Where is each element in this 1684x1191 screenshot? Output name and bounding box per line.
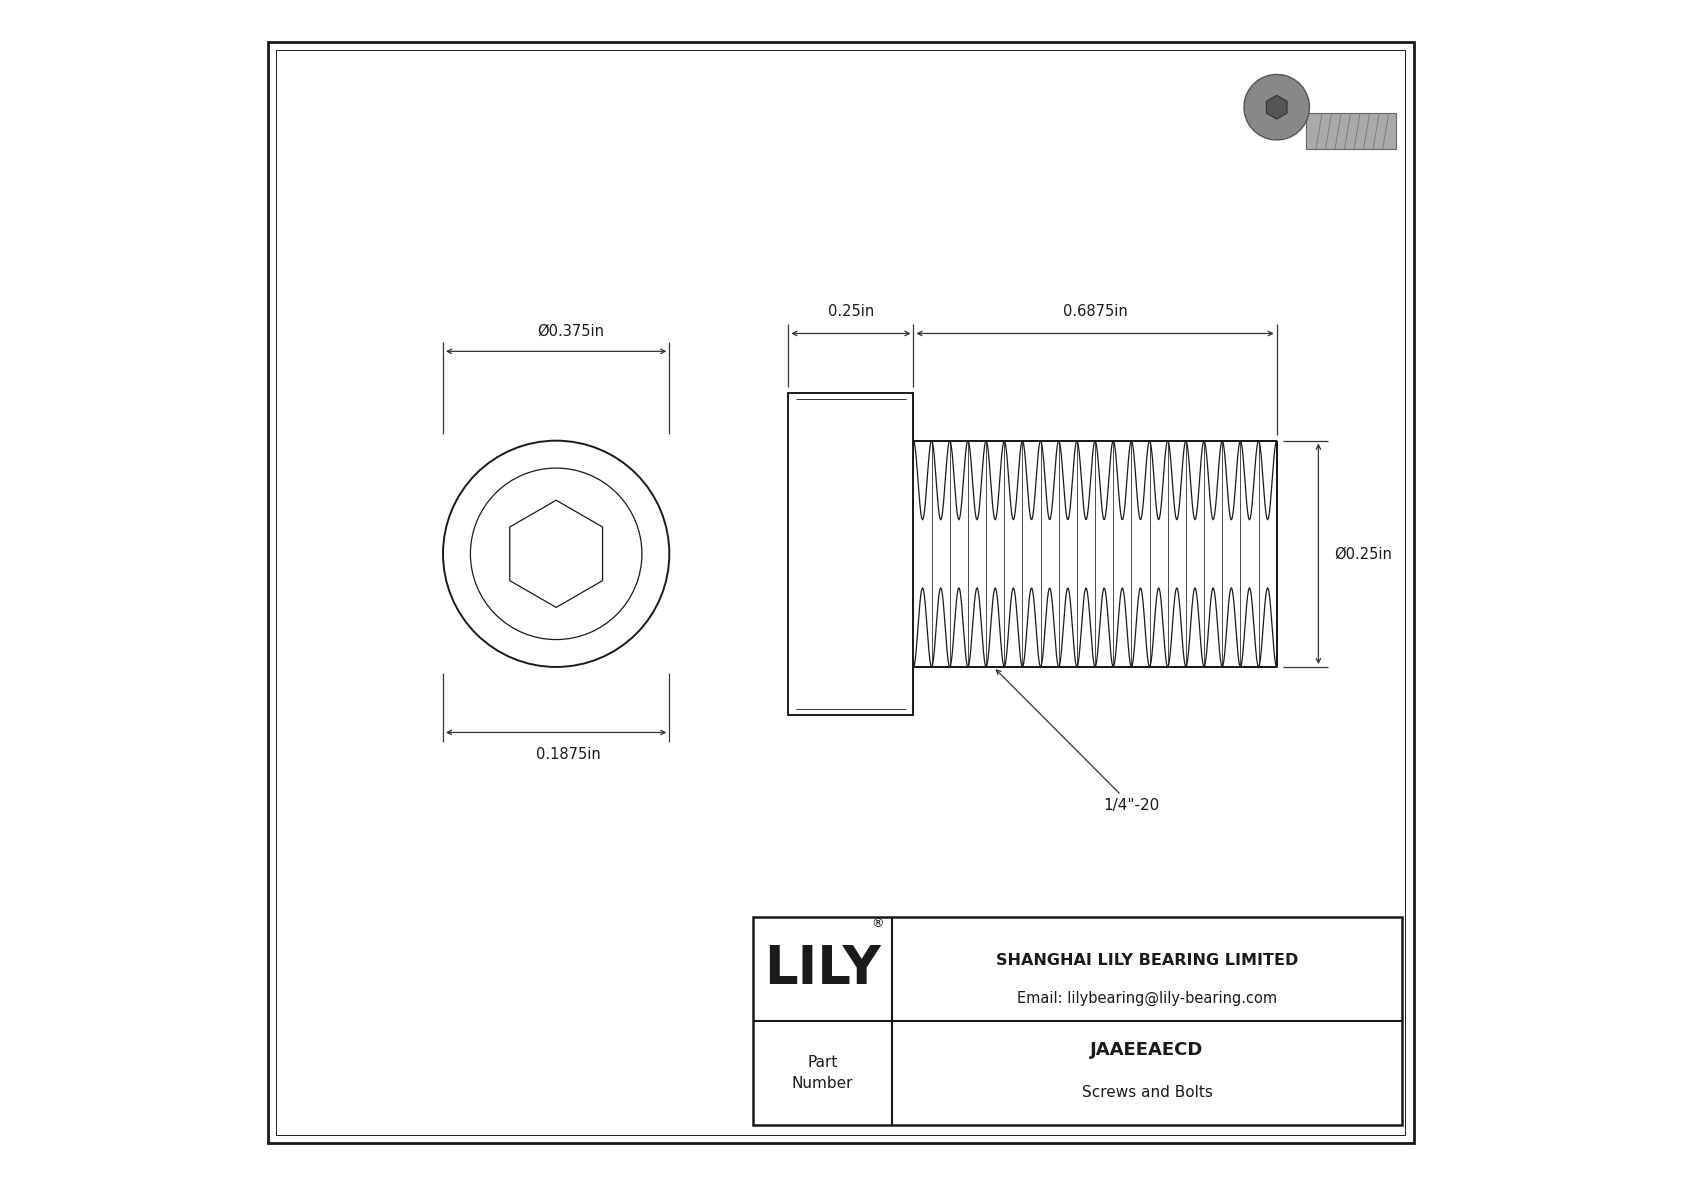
Ellipse shape [1244, 75, 1310, 139]
Text: 0.1875in: 0.1875in [536, 747, 601, 762]
Text: SHANGHAI LILY BEARING LIMITED: SHANGHAI LILY BEARING LIMITED [995, 953, 1298, 968]
Text: Screws and Bolts: Screws and Bolts [1081, 1085, 1212, 1099]
Text: ®: ® [871, 917, 884, 930]
Text: LILY: LILY [765, 943, 881, 996]
Text: Email: lilybearing@lily-bearing.com: Email: lilybearing@lily-bearing.com [1017, 991, 1276, 1006]
Text: Ø0.375in: Ø0.375in [537, 323, 605, 338]
Text: Part
Number: Part Number [791, 1055, 854, 1091]
Text: JAAEEAECD: JAAEEAECD [1090, 1041, 1204, 1060]
Text: 0.25in: 0.25in [829, 304, 874, 319]
Text: 1/4"-20: 1/4"-20 [997, 669, 1160, 813]
FancyBboxPatch shape [1307, 113, 1396, 149]
Text: 0.6875in: 0.6875in [1063, 304, 1128, 319]
Polygon shape [1266, 95, 1287, 119]
Text: Ø0.25in: Ø0.25in [1334, 547, 1391, 561]
